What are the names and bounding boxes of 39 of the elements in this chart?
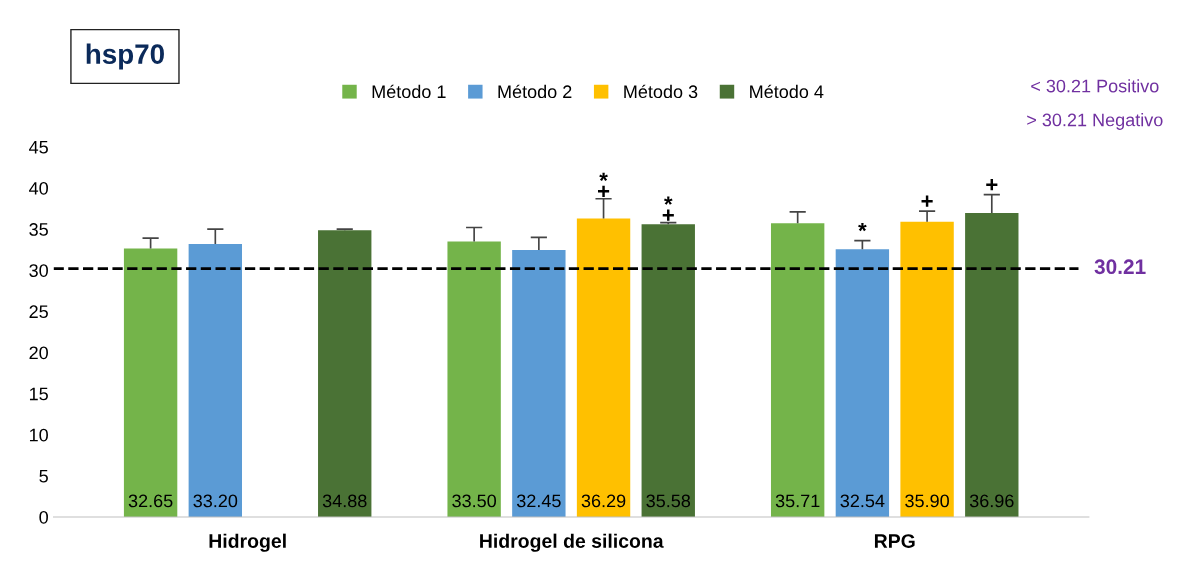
y-tick-label: 20 bbox=[29, 346, 48, 360]
x-tick-label: RPG bbox=[874, 534, 915, 548]
annotation: * bbox=[858, 222, 867, 232]
y-tick-label: 15 bbox=[29, 387, 48, 401]
annotation: + bbox=[986, 179, 998, 191]
legend-label: Método 2 bbox=[498, 84, 572, 99]
text: 36.29 bbox=[581, 494, 626, 508]
annotation: + bbox=[662, 209, 674, 221]
annotation: + bbox=[921, 195, 933, 207]
y-tick-label: 5 bbox=[39, 469, 48, 483]
text: 33.50 bbox=[452, 494, 497, 508]
text: < 30.21 Positivo bbox=[1031, 79, 1159, 93]
y-tick-label: 0 bbox=[39, 510, 48, 524]
text: 32.65 bbox=[128, 494, 173, 508]
text: > 30.21 Negativo bbox=[1027, 113, 1163, 130]
text: 35.58 bbox=[646, 494, 691, 508]
y-tick-label: 30 bbox=[29, 264, 48, 277]
text: 35.90 bbox=[905, 494, 949, 508]
text: 32.45 bbox=[516, 494, 561, 508]
y-tick-label: 40 bbox=[29, 181, 48, 195]
annotation: + bbox=[598, 185, 610, 197]
legend-label: Método 3 bbox=[624, 84, 698, 99]
text: 33.20 bbox=[193, 494, 238, 508]
annotation: * bbox=[664, 196, 673, 205]
text: 35.71 bbox=[775, 494, 820, 508]
y-tick-label: 35 bbox=[29, 223, 48, 236]
legend-label: Método 4 bbox=[750, 84, 824, 99]
text: hsp70 bbox=[86, 43, 164, 70]
text: 34.88 bbox=[322, 494, 367, 508]
ref-line-label: 30.21 bbox=[1094, 259, 1146, 275]
y-tick-label: 10 bbox=[29, 428, 48, 442]
y-tick-label: 25 bbox=[29, 305, 48, 319]
annotation: * bbox=[599, 172, 608, 181]
x-tick-label: Hidrogel de silicona bbox=[480, 533, 664, 552]
legend-label: Método 1 bbox=[372, 84, 446, 99]
text: 36.96 bbox=[969, 494, 1014, 508]
x-tick-label: Hidrogel bbox=[209, 533, 286, 552]
text: 32.54 bbox=[840, 494, 885, 508]
y-tick-label: 45 bbox=[29, 141, 48, 154]
